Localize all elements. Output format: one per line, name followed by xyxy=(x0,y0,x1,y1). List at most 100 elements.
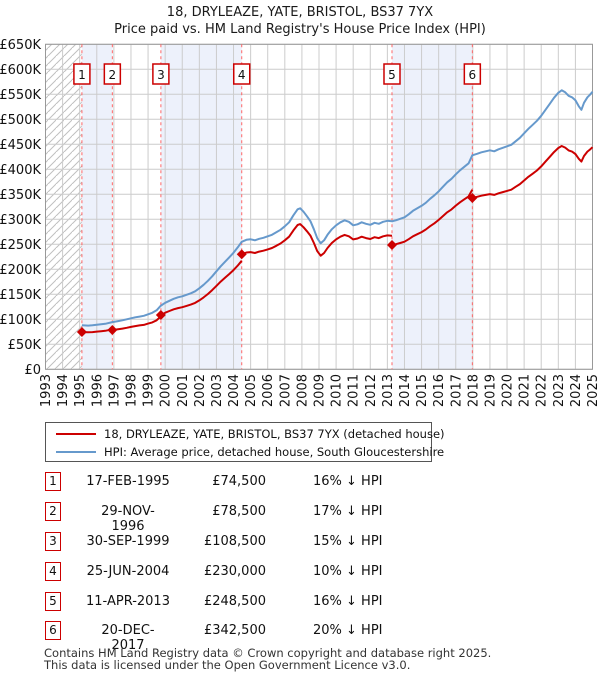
sale-price: £78,500 xyxy=(212,504,266,519)
sale-marker xyxy=(467,193,478,204)
sale-number-box xyxy=(383,63,401,85)
y-axis-tick-label: £500K xyxy=(0,113,41,128)
ownership-period-band xyxy=(391,44,473,370)
price-paid-line-segment xyxy=(81,328,113,334)
x-axis-tick-label: 2022 xyxy=(535,374,550,407)
x-axis-tick-label: 2002 xyxy=(193,374,208,407)
x-axis-tick-label: 1995 xyxy=(73,374,88,407)
x-axis-tick-label: 1994 xyxy=(56,374,71,407)
price-paid-line-segment xyxy=(472,145,594,200)
sale-number-box xyxy=(232,63,251,85)
x-axis-tick-label: 2018 xyxy=(466,374,481,407)
sale-row-1: 1 17-FEB-1995 £74,500 16% ↓ HPI xyxy=(0,472,600,493)
sale-date: 20-DEC-2017 xyxy=(101,623,155,653)
sale-number-badge: 4 xyxy=(45,562,61,581)
sale-number-box xyxy=(73,63,91,85)
sale-number-badge: 6 xyxy=(45,621,61,640)
page-subtitle: Price paid vs. HM Land Registry's House … xyxy=(114,22,486,37)
sale-number-badge: 3 xyxy=(45,532,61,551)
sale-number-badge: 2 xyxy=(45,502,61,521)
sale-number-box-label: 5 xyxy=(388,68,396,82)
y-axis-tick-label: £600K xyxy=(0,63,41,78)
sale-row-5: 5 11-APR-2013 £248,500 16% ↓ HPI xyxy=(0,592,600,613)
y-axis-tick-label: £550K xyxy=(0,88,41,103)
y-axis-tick-label: £350K xyxy=(0,188,41,203)
sale-price: £108,500 xyxy=(203,534,266,549)
x-axis-tick-label: 2004 xyxy=(227,374,242,407)
x-axis-tick-label: 1997 xyxy=(107,374,122,407)
sale-number-box xyxy=(463,63,482,85)
sale-number-box-label: 3 xyxy=(157,68,165,82)
x-axis-tick-label: 1999 xyxy=(142,374,157,407)
chart-legend: 18, DRYLEAZE, YATE, BRISTOL, BS37 7YX (d… xyxy=(45,422,445,462)
sale-hpi-difference: 17% ↓ HPI xyxy=(313,504,383,519)
sale-row-6: 6 20-DEC-2017 £342,500 20% ↓ HPI xyxy=(0,621,600,653)
sale-marker xyxy=(236,249,247,260)
x-axis-tick-label: 2024 xyxy=(569,374,584,407)
sale-hpi-difference: 20% ↓ HPI xyxy=(313,623,383,638)
y-axis-tick-label: £650K xyxy=(0,38,41,53)
y-axis-tick-label: £250K xyxy=(0,238,41,253)
x-axis-tick-label: 2005 xyxy=(244,374,259,407)
x-axis-tick-label: 2019 xyxy=(483,374,498,407)
sale-date: 29-NOV-1996 xyxy=(101,504,155,534)
x-axis-tick-label: 2001 xyxy=(176,374,191,407)
y-axis-tick-label: £450K xyxy=(0,138,41,153)
legend-item-price-paid: 18, DRYLEAZE, YATE, BRISTOL, BS37 7YX (d… xyxy=(46,425,445,443)
x-axis-tick-label: 2003 xyxy=(210,374,225,407)
y-axis-tick-label: £400K xyxy=(0,163,41,178)
x-axis-tick-label: 1998 xyxy=(124,374,139,407)
x-axis-tick-label: 2009 xyxy=(313,374,328,407)
sale-number-badge: 1 xyxy=(45,472,61,491)
legend-item-hpi: HPI: Average price, detached house, Sout… xyxy=(46,443,444,461)
sale-date: 25-JUN-2004 xyxy=(86,564,170,579)
sale-number-box-label: 6 xyxy=(469,68,477,82)
sale-marker xyxy=(155,310,166,321)
price-line-sample xyxy=(56,433,96,435)
footer-licence: This data is licensed under the Open Gov… xyxy=(44,658,411,672)
sale-number-box xyxy=(152,63,170,85)
x-axis-tick-label: 2023 xyxy=(552,374,567,407)
footer-copyright: Contains HM Land Registry data © Crown c… xyxy=(44,646,492,660)
sale-hpi-difference: 16% ↓ HPI xyxy=(313,594,383,609)
sale-date: 11-APR-2013 xyxy=(86,594,170,609)
sale-date: 17-FEB-1995 xyxy=(86,474,170,489)
x-axis-tick-label: 1996 xyxy=(90,374,105,407)
x-axis-tick-label: 2025 xyxy=(586,374,600,407)
sale-marker xyxy=(107,325,118,336)
sale-row-2: 2 29-NOV-1996 £78,500 17% ↓ HPI xyxy=(0,502,600,534)
price-paid-line-segment xyxy=(241,223,393,257)
hpi-line-sample xyxy=(56,451,96,453)
y-axis-tick-label: £50K xyxy=(8,338,42,353)
no-data-hatch-region xyxy=(45,44,82,370)
sale-number-box-label: 2 xyxy=(109,68,117,82)
y-axis-tick-label: £200K xyxy=(0,263,41,278)
x-axis-tick-label: 2011 xyxy=(347,374,362,407)
sale-number-box-label: 4 xyxy=(238,68,246,82)
sale-number-box-label: 1 xyxy=(78,68,86,82)
x-axis-tick-label: 1993 xyxy=(39,374,54,407)
hpi-line xyxy=(81,89,594,327)
plot-border xyxy=(45,43,593,370)
sale-hpi-difference: 15% ↓ HPI xyxy=(313,534,383,549)
sale-marker xyxy=(76,327,87,338)
price-history-chart: £0 £50K £100K £150K £200K £250K £300K £350K £400… xyxy=(0,38,600,407)
y-axis-tick-label: £0 xyxy=(24,363,41,378)
sale-marker xyxy=(386,240,397,251)
x-axis-tick-label: 2000 xyxy=(159,374,174,407)
x-axis-tick-label: 2013 xyxy=(381,374,396,407)
legend-label: HPI: Average price, detached house, Sout… xyxy=(104,445,445,459)
x-axis-tick-label: 2007 xyxy=(278,374,293,407)
ownership-period-band xyxy=(160,44,242,370)
x-axis-tick-label: 2008 xyxy=(295,374,310,407)
y-axis-tick-label: £150K xyxy=(0,288,41,303)
sale-number-box xyxy=(103,63,122,85)
sale-date: 30-SEP-1999 xyxy=(86,534,170,549)
sale-price: £230,000 xyxy=(203,564,266,579)
sale-price: £74,500 xyxy=(212,474,266,489)
sale-hpi-difference: 16% ↓ HPI xyxy=(313,474,383,489)
sale-row-4: 4 25-JUN-2004 £230,000 10% ↓ HPI xyxy=(0,562,600,583)
x-axis-tick-label: 2015 xyxy=(415,374,430,407)
x-axis-tick-label: 2014 xyxy=(398,374,413,407)
